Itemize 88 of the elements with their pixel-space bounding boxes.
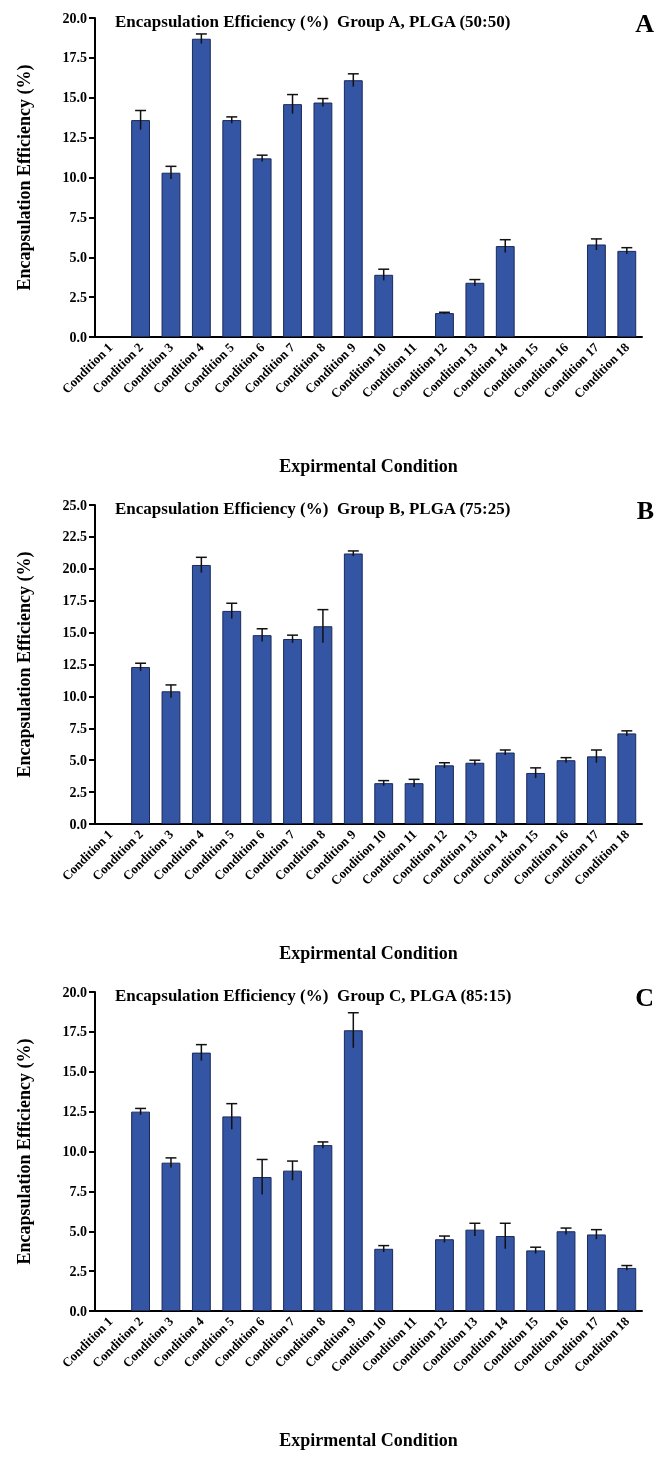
annotation: B <box>636 495 654 525</box>
bar <box>435 765 454 824</box>
y-tick-label: 15.0 <box>62 625 87 641</box>
y-tick-label: 7.5 <box>69 1183 87 1199</box>
bar <box>191 564 211 824</box>
y-tick-label: 2.5 <box>69 1263 87 1279</box>
y-tick-label: 10.0 <box>62 170 87 185</box>
annotation: C <box>635 982 654 1012</box>
y-tick-label: 20.0 <box>62 561 87 577</box>
x-axis-title: Expirmental Condition <box>279 456 458 476</box>
bar <box>283 104 302 337</box>
y-tick-label: 15.0 <box>62 1064 87 1080</box>
y-tick-label: 15.0 <box>62 90 87 106</box>
bar <box>374 783 394 824</box>
bar <box>374 274 394 337</box>
y-tick-label: 17.5 <box>62 50 87 66</box>
bar <box>343 1030 363 1311</box>
bar <box>191 1052 211 1311</box>
y-tick-label: 7.5 <box>69 720 87 736</box>
y-axis-title: Encapsulation Efficiency (%) <box>14 551 35 778</box>
y-tick-label: 22.5 <box>62 529 87 545</box>
y-tick-label: 2.5 <box>69 289 87 305</box>
bar <box>556 760 576 824</box>
chart-title: Encapsulation Efficiency (%) Group C, PLGA (85:15) <box>115 986 512 1005</box>
bar <box>191 38 211 337</box>
bar <box>495 246 515 337</box>
bar <box>283 638 302 824</box>
bar <box>556 1231 576 1311</box>
bar <box>526 1250 546 1311</box>
bar <box>313 626 333 824</box>
y-axis-title: Encapsulation Efficiency (%) <box>14 64 35 291</box>
bar <box>222 1116 242 1311</box>
y-tick-label: 17.5 <box>62 1024 87 1040</box>
bar <box>374 1248 394 1311</box>
bar <box>313 1145 333 1311</box>
y-tick-label: 20.0 <box>62 984 87 1000</box>
bar <box>131 1111 150 1311</box>
bar <box>343 80 363 337</box>
chart-title: Encapsulation Efficiency (%) Group B, PLGA (75:25) <box>115 499 511 518</box>
y-tick-label: 20.0 <box>62 10 87 26</box>
bar <box>495 752 515 824</box>
bar <box>252 158 272 337</box>
bar <box>161 691 181 824</box>
bar <box>587 244 606 337</box>
y-tick-label: 17.5 <box>62 593 87 609</box>
bar <box>252 1177 272 1311</box>
bar <box>222 120 242 337</box>
bar <box>465 282 485 337</box>
chart-title: Encapsulation Efficiency (%) Group A, PLGA (50:50) <box>115 12 511 31</box>
y-tick-label: 5.0 <box>69 249 87 265</box>
bar <box>435 1239 454 1311</box>
bar <box>404 783 424 824</box>
bar <box>526 772 546 824</box>
bar <box>161 172 181 337</box>
bar <box>161 1162 181 1311</box>
bar <box>131 667 150 824</box>
bar <box>465 1229 485 1311</box>
y-tick-label: 2.5 <box>69 784 87 800</box>
bar <box>617 1267 637 1311</box>
bar <box>465 762 485 824</box>
bar <box>587 756 606 824</box>
y-tick-label: 12.5 <box>62 1104 87 1120</box>
y-tick-label: 0.0 <box>69 329 87 345</box>
bar <box>617 250 637 337</box>
y-tick-label: 7.5 <box>69 209 87 225</box>
y-axis-title: Encapsulation Efficiency (%) <box>14 1038 35 1265</box>
y-tick-label: 5.0 <box>69 752 87 768</box>
x-axis-title: Expirmental Condition <box>279 943 458 963</box>
bar <box>131 120 150 337</box>
annotation: A <box>635 8 655 38</box>
bar <box>617 733 637 824</box>
y-tick-label: 10.0 <box>62 1144 87 1159</box>
bar <box>252 635 272 824</box>
bar <box>222 610 242 824</box>
y-tick-label: 25.0 <box>62 497 87 513</box>
y-tick-label: 0.0 <box>69 1303 87 1319</box>
y-tick-label: 12.5 <box>62 657 87 672</box>
y-tick-label: 0.0 <box>69 816 87 832</box>
bar <box>587 1234 606 1311</box>
bar <box>495 1236 515 1311</box>
y-tick-label: 5.0 <box>69 1223 87 1239</box>
bar <box>283 1170 302 1311</box>
x-axis-title: Expirmental Condition <box>279 1430 458 1450</box>
y-tick-label: 12.5 <box>62 130 87 146</box>
bar <box>435 313 454 337</box>
bar <box>313 102 333 337</box>
bar <box>343 553 363 824</box>
y-tick-label: 10.0 <box>62 688 87 704</box>
